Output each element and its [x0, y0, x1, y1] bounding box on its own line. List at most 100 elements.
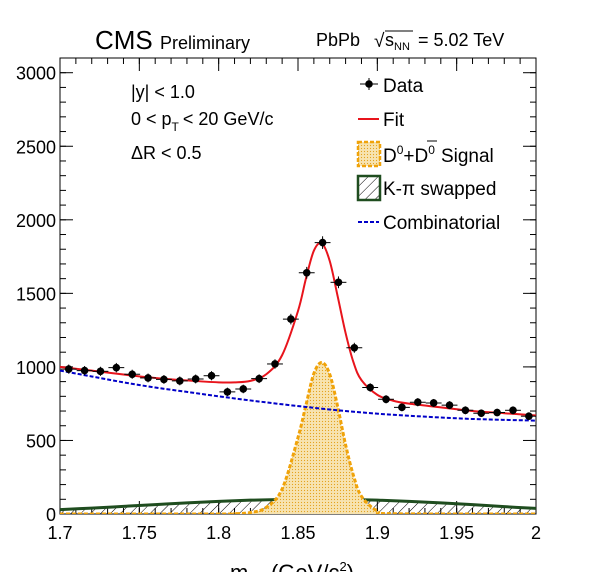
legend-signal-sup2: 0 — [428, 143, 435, 157]
y-tick-label: 2000 — [16, 211, 56, 231]
experiment-label: CMS — [95, 25, 153, 55]
data-marker — [80, 366, 89, 375]
legend: Data Fit D0+D0 Signal K-π swapped Combina… — [356, 76, 500, 234]
data-point — [330, 276, 347, 289]
legend-signal-swatch — [356, 140, 382, 168]
y-tick-label: 1500 — [16, 284, 56, 304]
data-point — [140, 373, 156, 383]
axis-ticks: 1.7 1.75 1.8 1.85 1.9 1.95 2 0 500 1000 1500 2000 25… — [16, 57, 541, 543]
data-point — [425, 398, 442, 407]
data-marker — [144, 374, 152, 382]
x-tick-label: 1.8 — [206, 523, 231, 543]
data-marker — [509, 406, 517, 415]
status-label: Preliminary — [160, 33, 250, 53]
data-point — [362, 383, 379, 392]
legend-combinatorial-label: Combinatorial — [383, 213, 500, 234]
data-marker — [175, 377, 184, 385]
data-marker — [318, 238, 327, 247]
data-marker — [461, 406, 470, 415]
signal-curve — [60, 360, 536, 514]
pt-cut: 0 < pT < 20 GeV/c — [131, 109, 273, 134]
data-point — [187, 374, 204, 384]
x-tick-label: 1.9 — [365, 523, 390, 543]
data-points — [60, 236, 536, 421]
data-point — [108, 362, 125, 373]
data-point — [235, 384, 252, 394]
data-marker — [398, 403, 406, 412]
energy-variable: s — [385, 30, 394, 50]
pt-cut-subscript: T — [172, 120, 180, 134]
data-point — [171, 376, 188, 386]
data-point — [346, 342, 363, 353]
data-marker — [413, 398, 422, 407]
legend-data-marker — [365, 80, 373, 88]
data-point — [267, 359, 283, 369]
fit-curve — [60, 241, 536, 417]
data-point — [457, 406, 474, 415]
data-marker — [382, 395, 390, 404]
data-marker — [366, 383, 374, 392]
data-point — [409, 398, 426, 407]
x-axis-title: mKπ(GeV/c2) — [230, 559, 354, 572]
legend-signal-d: D — [383, 146, 397, 167]
data-point — [60, 364, 77, 374]
data-point — [251, 374, 268, 384]
data-marker — [350, 343, 359, 352]
data-point — [314, 236, 331, 249]
data-point — [393, 403, 410, 412]
data-marker — [255, 374, 263, 383]
x-axis-title-units: (GeV/c — [271, 560, 339, 572]
legend-signal-label: D0+D0 Signal — [383, 143, 494, 167]
data-point — [489, 408, 506, 417]
rapidity-cut: |y| < 1.0 — [131, 82, 195, 102]
data-marker — [271, 360, 279, 368]
data-marker — [429, 399, 438, 407]
data-marker — [239, 385, 248, 393]
legend-swapped-swatch — [356, 174, 382, 202]
x-axis-title-close: ) — [347, 560, 354, 572]
data-point — [473, 409, 490, 418]
data-marker — [223, 388, 232, 396]
combinatorial-curve — [60, 369, 536, 422]
legend-signal-plus: +D — [403, 146, 428, 167]
pt-cut-suffix: < 20 GeV/c — [183, 109, 274, 129]
legend-signal-sup1: 0 — [397, 143, 404, 157]
data-marker — [96, 367, 105, 376]
data-point — [505, 406, 521, 415]
y-tick-label: 0 — [46, 505, 56, 525]
energy-subscript: NN — [394, 41, 410, 53]
x-axis-title-sup: 2 — [339, 559, 346, 572]
data-marker — [64, 365, 73, 373]
data-point — [155, 374, 172, 384]
data-marker — [207, 371, 216, 380]
x-tick-label: 1.95 — [439, 523, 474, 543]
x-axis-title-var: m — [230, 560, 248, 572]
data-point — [92, 366, 109, 376]
y-tick-label: 2500 — [16, 137, 56, 157]
legend-data-label: Data — [383, 76, 424, 97]
x-tick-label: 1.85 — [280, 523, 315, 543]
data-marker — [334, 278, 343, 287]
data-point — [124, 369, 141, 379]
sqrt-symbol: √ — [374, 31, 385, 52]
y-tick-label: 500 — [26, 431, 56, 451]
legend-fit-label: Fit — [383, 110, 405, 131]
legend-swapped-label: K-π swapped — [383, 179, 496, 200]
pt-cut-prefix: 0 < p — [131, 109, 172, 129]
y-tick-label: 3000 — [16, 64, 56, 84]
data-marker — [112, 363, 121, 372]
data-point — [520, 412, 536, 421]
data-marker — [287, 315, 295, 323]
y-tick-label: 1000 — [16, 358, 56, 378]
data-point — [219, 387, 236, 397]
data-marker — [493, 408, 501, 417]
legend-signal-text: Signal — [441, 146, 494, 167]
data-marker — [128, 370, 136, 379]
data-marker — [160, 375, 168, 384]
data-point — [441, 401, 458, 410]
data-marker — [445, 401, 454, 409]
data-marker — [302, 268, 311, 277]
collision-system: PbPb — [316, 30, 360, 50]
data-point — [298, 266, 315, 279]
energy-value: = 5.02 TeV — [418, 30, 504, 50]
